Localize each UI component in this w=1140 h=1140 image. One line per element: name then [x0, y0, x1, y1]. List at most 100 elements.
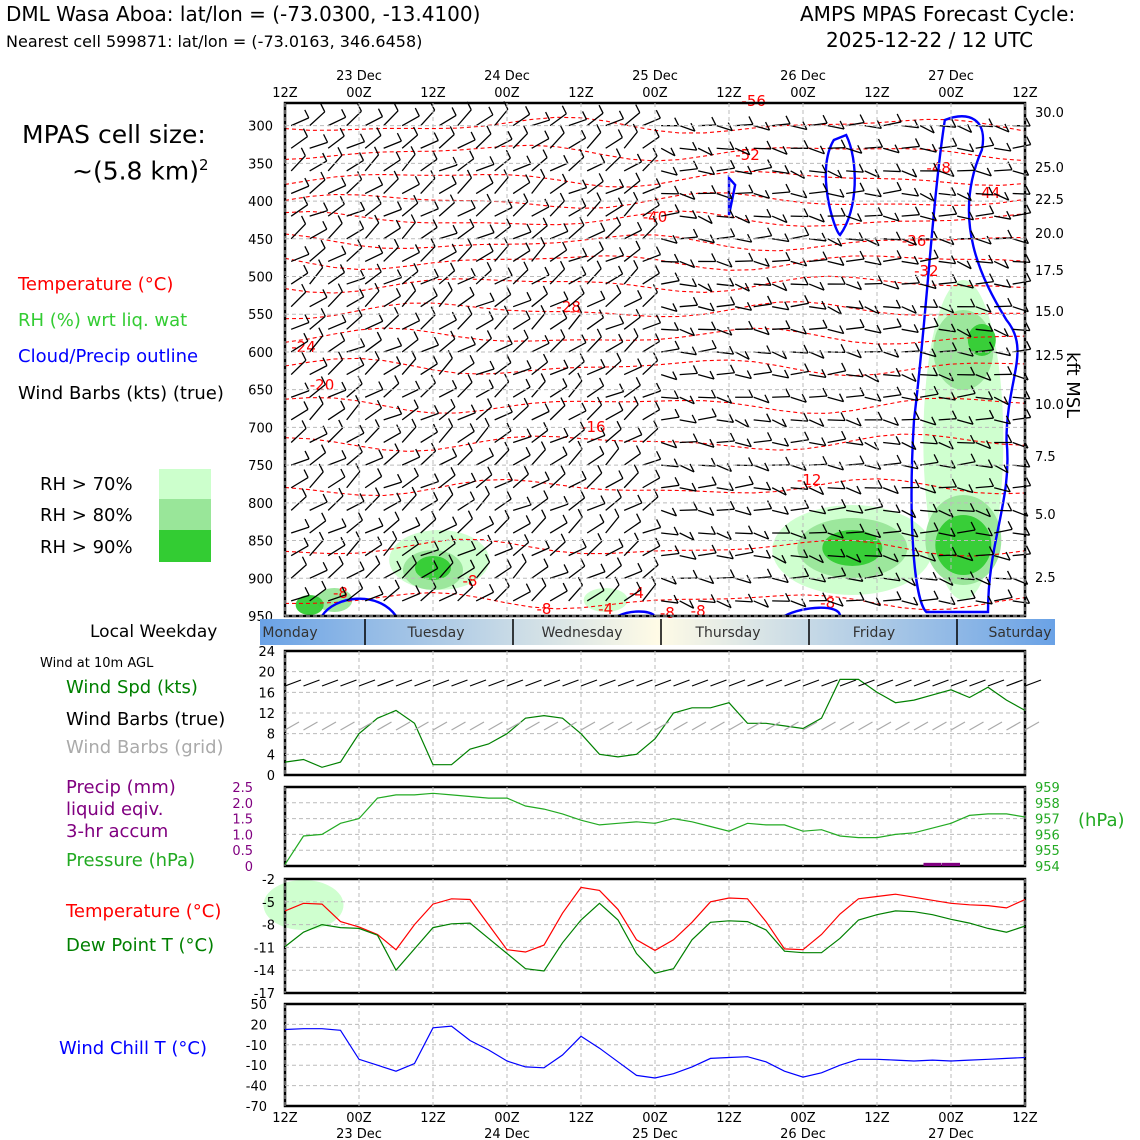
- temperature-line: [284, 886, 1026, 953]
- wind-barb-shaft: [512, 163, 532, 172]
- wind-barb-flag: [840, 344, 846, 353]
- wind-barb-shaft: [864, 441, 879, 451]
- wind-barb: [790, 226, 810, 240]
- wind-barb: [586, 464, 603, 489]
- wind-barb-flag: [339, 264, 346, 273]
- wind-barb-shaft: [661, 328, 679, 331]
- wind-barb-flag: [895, 572, 901, 582]
- wind-barb-grid: [821, 721, 836, 731]
- wind-barb-shaft: [346, 159, 364, 172]
- wind-barb-flag: [378, 381, 384, 390]
- wind-barb-flag: [322, 134, 329, 143]
- wind-barb-flag: [913, 392, 919, 401]
- wind-barb-shaft: [623, 365, 642, 376]
- wind-barb-shaft: [457, 226, 475, 240]
- wind-barb-shaft: [327, 203, 345, 217]
- wind-barb-shaft: [346, 247, 363, 262]
- wind-barb-flag: [986, 440, 992, 449]
- wind-barb: [882, 280, 900, 290]
- wind-barb-shaft: [919, 351, 937, 358]
- wind-barb: [605, 129, 623, 149]
- wind-barb-flag: [397, 473, 403, 483]
- wind-barb-flag: [470, 404, 476, 414]
- wind-barb-flag: [357, 511, 363, 521]
- wind-barb-shaft: [549, 336, 566, 353]
- wind-barb-shaft: [642, 428, 659, 443]
- wind-barb-flag: [784, 301, 790, 311]
- wind-barb-flag: [764, 121, 771, 131]
- wind-barb: [568, 111, 588, 127]
- wind-barb-shaft: [383, 140, 402, 149]
- wind-barb: [679, 327, 695, 337]
- wind-barb-shaft: [605, 496, 622, 511]
- wind-barb: [494, 422, 512, 444]
- wind-barb: [568, 440, 583, 466]
- wind-barb-grid: [950, 721, 966, 731]
- wind-barb: [642, 556, 659, 579]
- wind-barb-flag: [489, 156, 495, 165]
- wind-barb-flag: [1007, 521, 1013, 530]
- wind-barb-flag: [1005, 415, 1011, 425]
- wind-barb: [771, 282, 788, 292]
- wind-barb-shaft: [901, 509, 916, 519]
- wind-barb: [809, 437, 827, 447]
- wind-barb: [772, 592, 791, 602]
- wind-barb-flag: [1007, 297, 1013, 307]
- wind-barb-flag: [581, 402, 587, 412]
- wind-barb-shaft: [309, 433, 328, 444]
- wind-barb-shaft: [475, 269, 492, 285]
- wind-barb-flag: [729, 141, 735, 150]
- wind-barb-flag: [1006, 279, 1012, 288]
- wind-barb: [753, 462, 770, 472]
- wind-barb-shaft: [938, 486, 957, 489]
- wind-barb-shaft: [364, 184, 383, 195]
- wind-barb-shaft: [901, 214, 920, 217]
- wind-barb-shaft: [771, 215, 788, 224]
- wind-barb-shaft: [901, 260, 919, 265]
- wind-barb-shaft: [401, 202, 419, 217]
- wind-barb-flag: [804, 226, 810, 236]
- wind-barb-flag: [987, 527, 993, 537]
- wind-barb-flag: [766, 432, 773, 441]
- wind-barb-shaft: [975, 306, 992, 313]
- wind-barb-flag: [710, 525, 716, 535]
- wind-barb-shaft: [1012, 212, 1031, 217]
- wind-barb-flag: [301, 488, 307, 497]
- wind-barb-shaft: [457, 450, 473, 466]
- wind-barb: [327, 264, 346, 285]
- wind-barb-shaft: [494, 381, 510, 398]
- wind-barb: [864, 206, 883, 217]
- wind-barb: [882, 144, 900, 154]
- wind-barb-shaft: [290, 136, 308, 149]
- wind-barb-shaft: [438, 289, 453, 308]
- wind-barb-true: [432, 679, 450, 687]
- wind-barb: [661, 340, 680, 353]
- wind-barb-flag: [896, 591, 902, 600]
- wind-barb-flag: [932, 299, 939, 308]
- wind-barb-flag: [966, 328, 972, 338]
- wind-barb-shaft: [734, 283, 750, 292]
- precip-y-tick: 1.5: [232, 813, 253, 828]
- wind-barb-shaft: [734, 577, 752, 584]
- wind-barb-shaft: [957, 461, 976, 466]
- wind-barb-flag: [819, 418, 825, 427]
- wind-barb-shaft: [568, 361, 585, 376]
- wind-barb-flag: [635, 308, 641, 318]
- wind-barb-shaft: [457, 109, 472, 127]
- wind-barb-shaft: [938, 260, 956, 265]
- wind-barb-flag: [543, 490, 549, 499]
- wind-barb: [327, 245, 347, 263]
- wind-barb-flag: [562, 241, 568, 251]
- wind-barb-shaft: [531, 138, 550, 149]
- wind-barb-shaft: [697, 509, 714, 517]
- wind-barb: [309, 134, 329, 149]
- temp-contour-2: [284, 170, 1026, 188]
- wind-barb-shaft: [401, 562, 417, 579]
- wind-barb-true: [728, 679, 746, 687]
- wind-barb-flag: [340, 468, 346, 478]
- wind-barb-flag: [746, 438, 752, 447]
- wind-barb: [957, 503, 976, 512]
- wind-barb-shaft: [346, 383, 363, 398]
- wind-barb-shaft: [309, 383, 326, 398]
- wind-barb-flag: [802, 189, 808, 198]
